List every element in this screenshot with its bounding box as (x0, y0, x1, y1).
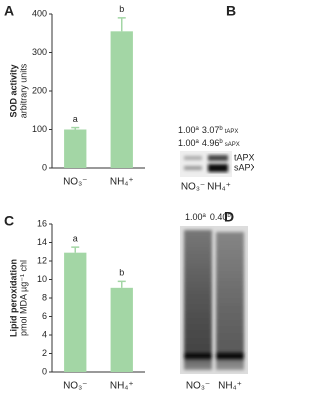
lane (184, 230, 212, 370)
ratio-sup: b (219, 139, 223, 145)
y-axis-label: arbitrary units (18, 63, 28, 118)
significance-letter: a (73, 234, 78, 244)
ratio-sup: a (196, 126, 200, 132)
ratio-sup: a (203, 213, 207, 219)
y-tick-label: 2 (42, 348, 47, 358)
lane-label: NH₄⁺ (207, 182, 231, 193)
lane (216, 232, 244, 370)
lane-label: NO₃⁻ (186, 381, 210, 392)
band (216, 352, 244, 360)
bar (64, 252, 87, 372)
band (208, 164, 228, 172)
ratio-sup: b (227, 213, 231, 219)
y-tick-label: 0 (42, 366, 47, 376)
x-tick-label: NH₄⁺ (110, 381, 134, 392)
bar (110, 31, 133, 169)
ratio: 3.07 (202, 125, 220, 135)
bar (110, 287, 133, 372)
ratio-sup: b (219, 126, 223, 132)
y-tick-label: 200 (32, 85, 47, 95)
ratio: 0.40 (210, 212, 228, 222)
panel-letter: D (224, 209, 234, 225)
y-tick-label: 8 (42, 292, 47, 302)
ratio-sup: a (196, 139, 200, 145)
error-bar (71, 246, 80, 253)
x-tick-label: NO₃⁻ (63, 381, 87, 392)
figure: B 1.00a 3.07b tAPX 1.00a 4.96b sAPX tAPX sAP… (4, 3, 254, 392)
x-tick-label: NH₄⁺ (110, 177, 134, 188)
lane-label: NO₃⁻ (181, 182, 205, 193)
y-axis-label: Lipid peroxidation (8, 259, 18, 337)
bands (184, 155, 228, 172)
y-axis-label: SOD activity (8, 64, 18, 117)
band-label: tAPX (234, 152, 254, 162)
y-tick-label: 10 (37, 274, 47, 284)
band (184, 352, 212, 360)
lane-label: NH₄⁺ (218, 381, 242, 392)
y-tick-label: 16 (37, 218, 47, 228)
blot-row: 1.00a 0.40b (185, 212, 231, 222)
band (184, 156, 202, 160)
band-label: sAPX (234, 162, 254, 172)
band (208, 155, 228, 161)
error-bar (117, 17, 126, 32)
y-tick-label: 100 (32, 124, 47, 134)
ratio: 4.96 (202, 138, 220, 148)
error-bar (71, 126, 80, 130)
lanes (184, 230, 244, 370)
y-tick-label: 6 (42, 311, 47, 321)
panel-letter: C (4, 213, 14, 229)
bar (64, 129, 87, 168)
ratio: 1.00 (178, 125, 196, 135)
x-tick-label: NO₃⁻ (63, 177, 87, 188)
y-tick-label: 0 (42, 162, 47, 172)
row-label: tAPX (225, 129, 239, 135)
y-tick-label: 300 (32, 47, 47, 57)
error-bar (117, 280, 126, 288)
y-tick-label: 14 (37, 237, 47, 247)
significance-letter: b (119, 4, 124, 14)
blot-row: 1.00a 4.96b sAPX (178, 138, 240, 148)
ratio: 1.00 (185, 212, 203, 222)
significance-letter: a (73, 114, 78, 124)
row-label: sAPX (225, 142, 240, 148)
y-tick-label: 4 (42, 329, 47, 339)
y-axis-label: pmol MDA µg⁻¹ chl (18, 260, 28, 336)
y-tick-label: 12 (37, 255, 47, 265)
panel-letter: B (226, 3, 236, 19)
band (184, 166, 202, 170)
blot-row: 1.00a 3.07b tAPX (178, 125, 238, 135)
panel-letter: A (4, 3, 14, 19)
y-tick-label: 400 (32, 8, 47, 18)
ratio: 1.00 (178, 138, 196, 148)
significance-letter: b (119, 268, 124, 278)
